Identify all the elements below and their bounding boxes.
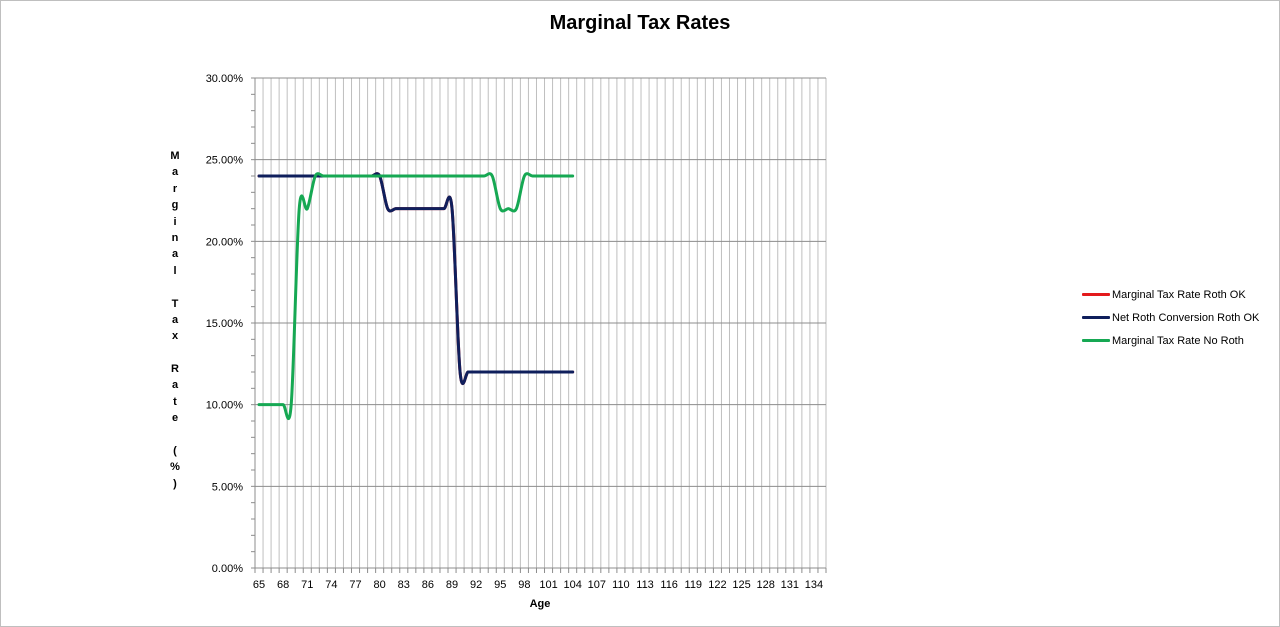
legend: Marginal Tax Rate Roth OK Net Roth Conve… <box>1082 283 1259 352</box>
y-axis-title-char: ) <box>173 477 177 490</box>
x-tick-label: 98 <box>518 579 530 591</box>
legend-item-roth-ok: Marginal Tax Rate Roth OK <box>1082 283 1259 306</box>
x-tick-label: 101 <box>539 579 557 591</box>
x-tick-label: 77 <box>349 579 361 591</box>
x-tick-label: 92 <box>470 579 482 591</box>
legend-label: Marginal Tax Rate No Roth <box>1112 334 1244 347</box>
legend-item-net-roth: Net Roth Conversion Roth OK <box>1082 306 1259 329</box>
y-axis-title-char: l <box>173 264 177 277</box>
y-tick-label: 5.00% <box>212 481 243 493</box>
x-tick-label: 71 <box>301 579 313 591</box>
chart-title: Marginal Tax Rates <box>549 12 731 34</box>
y-axis-title-char: a <box>171 379 179 392</box>
y-axis-title-char: a <box>171 313 179 326</box>
x-tick-label: 119 <box>685 579 703 591</box>
y-tick-label: 25.00% <box>206 155 244 167</box>
x-tick-label: 65 <box>253 579 265 591</box>
y-axis-title-char: r <box>172 182 178 195</box>
y-tick-label: 30.00% <box>206 73 244 85</box>
y-axis-title-char: t <box>173 395 177 408</box>
y-tick-label: 15.00% <box>206 318 244 330</box>
legend-label: Net Roth Conversion Roth OK <box>1112 311 1260 324</box>
series-net-roth-line <box>257 172 575 385</box>
x-tick-label: 104 <box>563 579 581 591</box>
y-tick-label: 20.00% <box>206 236 244 248</box>
x-tick-label: 89 <box>446 579 458 591</box>
x-tick-label: 95 <box>494 579 506 591</box>
y-axis-title-char: a <box>171 248 179 261</box>
legend-swatch-navy <box>1082 316 1110 319</box>
y-axis-title-char: % <box>170 461 180 474</box>
x-tick-label: 116 <box>660 579 678 591</box>
x-tick-label: 86 <box>422 579 434 591</box>
series-no-roth-line <box>257 172 575 421</box>
x-tick-label: 113 <box>636 579 654 591</box>
y-axis-title-char: T <box>171 297 179 310</box>
y-axis-title-char: ( <box>173 445 177 458</box>
y-axis-title-char: M <box>170 150 180 162</box>
x-tick-label: 131 <box>781 579 799 591</box>
x-tick-label: 74 <box>325 579 337 591</box>
legend-swatch-green <box>1082 339 1110 342</box>
legend-swatch-red <box>1082 293 1110 296</box>
y-tick-label: 0.00% <box>212 563 243 575</box>
y-axis-title-char: g <box>171 199 179 212</box>
x-tick-label: 128 <box>757 579 775 591</box>
y-tick-label: 10.00% <box>206 400 244 412</box>
y-axis-title-char: x <box>171 330 179 343</box>
x-axis-title: Age <box>529 598 551 610</box>
x-tick-label: 68 <box>277 579 289 591</box>
x-tick-label: 83 <box>398 579 410 591</box>
x-tick-label: 107 <box>588 579 606 591</box>
x-tick-label: 80 <box>374 579 386 591</box>
x-tick-label: 134 <box>805 579 823 591</box>
y-axis-title-char: e <box>171 412 179 425</box>
x-tick-label: 125 <box>732 579 750 591</box>
legend-item-no-roth: Marginal Tax Rate No Roth <box>1082 329 1259 352</box>
legend-label: Marginal Tax Rate Roth OK <box>1112 288 1246 301</box>
x-tick-label: 110 <box>612 579 630 591</box>
y-axis-title-char: R <box>171 363 179 376</box>
y-axis-title-char: n <box>171 231 179 244</box>
y-axis-title-char: i <box>173 215 177 228</box>
y-axis-title-char: a <box>171 166 179 179</box>
x-tick-label: 122 <box>708 579 726 591</box>
